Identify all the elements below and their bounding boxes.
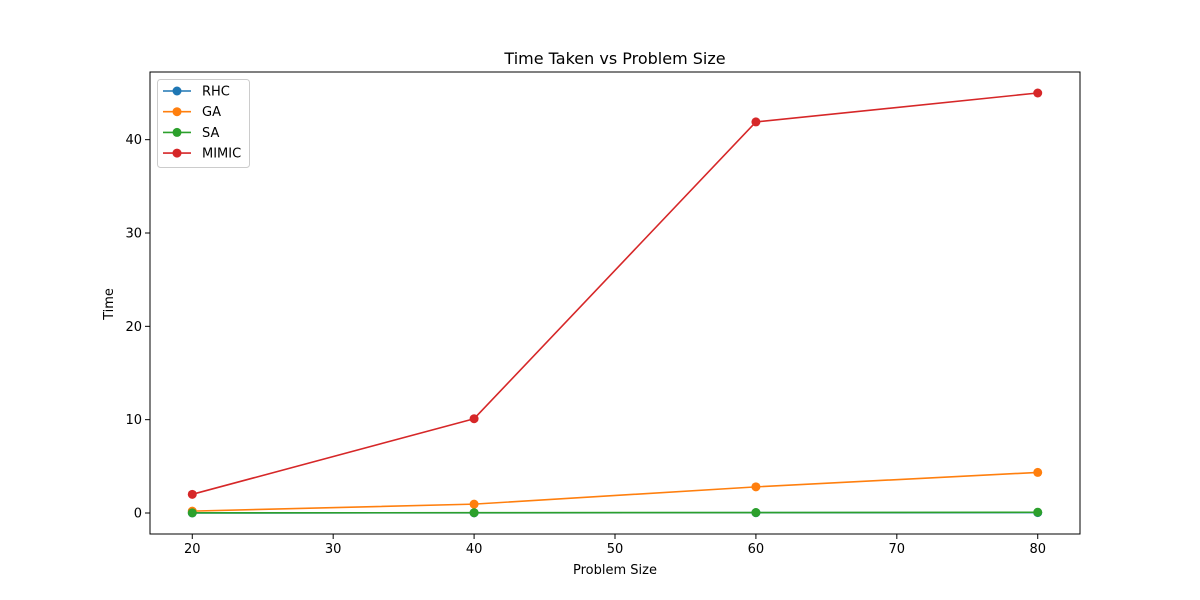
data-point-sa xyxy=(1033,507,1043,517)
legend-label-ga: GA xyxy=(202,105,221,120)
y-tick-label: 20 xyxy=(125,320,142,335)
series-line-mimic xyxy=(192,92,1038,496)
data-point-ga xyxy=(1033,467,1043,477)
y-axis-label: Time xyxy=(102,288,117,321)
y-tick-label: 30 xyxy=(125,227,142,242)
data-point-sa xyxy=(751,508,761,518)
x-tick-label: 80 xyxy=(1029,542,1046,557)
legend-box xyxy=(157,79,250,168)
legend-marker-ga xyxy=(172,107,182,117)
data-point-ga xyxy=(751,482,761,492)
data-point-sa xyxy=(469,508,479,518)
x-tick-label: 50 xyxy=(607,542,624,557)
data-point-mimic xyxy=(469,414,479,424)
data-point-mimic xyxy=(187,489,197,499)
x-tick-label: 60 xyxy=(748,542,765,557)
plot-frame xyxy=(149,71,1081,535)
x-axis-label: Problem Size xyxy=(573,563,657,578)
y-tick-label: 10 xyxy=(125,413,142,428)
x-tick-label: 70 xyxy=(889,542,906,557)
x-tick-label: 20 xyxy=(184,542,201,557)
series-line-ga xyxy=(192,471,1038,512)
x-tick-label: 40 xyxy=(466,542,483,557)
legend-label-sa: SA xyxy=(202,126,219,141)
data-point-ga xyxy=(469,499,479,509)
data-point-sa xyxy=(187,508,197,518)
y-tick-label: 40 xyxy=(125,133,142,148)
plot-area: 20 30 40 50 60 70 80 0 10 20 30 40 RHC GA SA MIMIC xyxy=(125,71,1081,557)
y-tick-label: 0 xyxy=(134,507,142,522)
x-tick-label: 30 xyxy=(325,542,342,557)
series-line-sa xyxy=(192,511,1038,514)
legend: RHC GA SA MIMIC xyxy=(157,79,250,168)
data-point-mimic xyxy=(1033,88,1043,98)
legend-label-rhc: RHC xyxy=(202,85,230,100)
data-point-mimic xyxy=(751,117,761,127)
legend-marker-mimic xyxy=(172,148,182,158)
legend-marker-rhc xyxy=(172,86,182,96)
legend-marker-sa xyxy=(172,127,182,137)
legend-label-mimic: MIMIC xyxy=(202,147,241,162)
chart-title: Time Taken vs Problem Size xyxy=(503,49,725,68)
